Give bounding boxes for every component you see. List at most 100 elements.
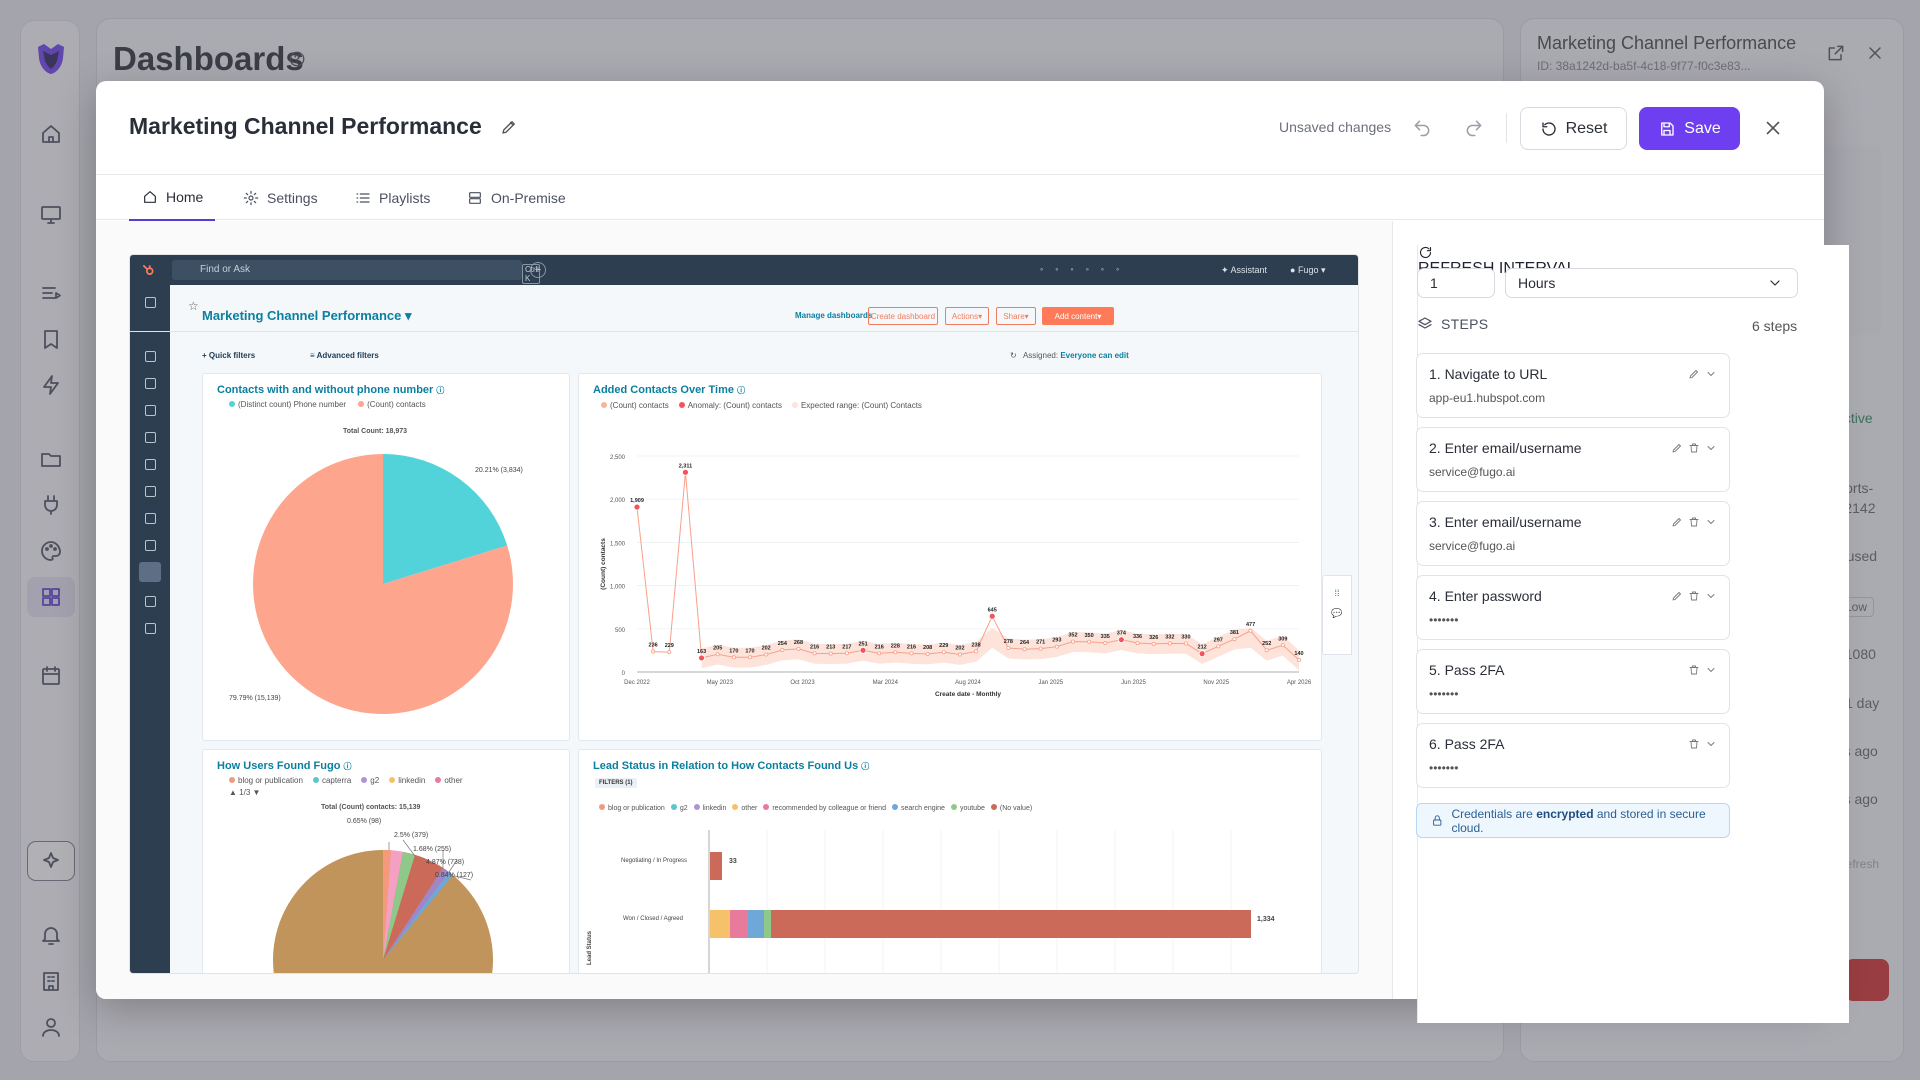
close-icon[interactable]: [1865, 43, 1885, 63]
chevron-down-icon[interactable]: [1705, 664, 1717, 676]
side-widget[interactable]: ⁞⁞ 💬: [1322, 575, 1352, 655]
filters-badge[interactable]: FILTERS (1): [595, 778, 637, 788]
refresh-interval-input[interactable]: 1: [1417, 268, 1495, 298]
hs-nav-icon[interactable]: [145, 596, 156, 607]
step-item[interactable]: 4. Enter password •••••••: [1416, 575, 1730, 640]
close-modal-icon[interactable]: [1762, 117, 1784, 139]
tab-settings[interactable]: Settings: [243, 175, 318, 221]
reset-button[interactable]: Reset: [1520, 107, 1627, 150]
chevron-down-icon[interactable]: [1705, 590, 1717, 602]
ai-button[interactable]: [27, 841, 75, 881]
advanced-filters-link[interactable]: ≡ Advanced filters: [310, 351, 379, 360]
trash-icon[interactable]: [1688, 590, 1700, 602]
tab-playlists[interactable]: Playlists: [355, 175, 430, 221]
bookmark-icon[interactable]: [39, 327, 63, 351]
chevron-down-icon[interactable]: [1705, 442, 1717, 454]
step-item[interactable]: 5. Pass 2FA •••••••: [1416, 649, 1730, 714]
hs-nav-icon[interactable]: [145, 297, 156, 308]
hubspot-top-icons: ◦◦◦◦◦◦: [1040, 264, 1132, 274]
hubspot-dashboard-title[interactable]: Marketing Channel Performance ▾: [202, 308, 412, 323]
building-icon[interactable]: [39, 969, 63, 993]
hs-nav-icon[interactable]: [145, 513, 156, 524]
step-label: 5. Pass 2FA: [1429, 662, 1505, 678]
trash-icon[interactable]: [1688, 738, 1700, 750]
hs-nav-icon[interactable]: [145, 459, 156, 470]
account-menu[interactable]: ● Fugo ▾: [1290, 265, 1326, 275]
trash-icon[interactable]: [1688, 664, 1700, 676]
data-label: 202: [762, 646, 771, 652]
list-icon: [356, 193, 370, 203]
hs-nav-active[interactable]: [139, 562, 161, 582]
pencil-icon[interactable]: [1671, 590, 1683, 602]
step-value: •••••••: [1429, 687, 1459, 701]
step-item[interactable]: 3. Enter email/username service@fugo.ai: [1416, 501, 1730, 566]
x-tick-label: Nov 2025: [1203, 680, 1229, 686]
calendar-icon[interactable]: [39, 664, 63, 688]
playlists-icon[interactable]: [39, 281, 63, 305]
plug-icon[interactable]: [39, 493, 63, 517]
x-tick-label: Jun 2025: [1121, 680, 1146, 686]
chevron-down-icon[interactable]: [1705, 368, 1717, 380]
undo-icon[interactable]: [1412, 118, 1432, 138]
dashboards-nav-active[interactable]: [27, 577, 75, 617]
refresh-unit-select[interactable]: Hours: [1505, 268, 1798, 298]
hs-nav-icon[interactable]: [145, 405, 156, 416]
trash-icon[interactable]: [1688, 516, 1700, 528]
hs-nav-icon[interactable]: [145, 540, 156, 551]
hs-nav-icon[interactable]: [145, 486, 156, 497]
redo-icon[interactable]: [1464, 118, 1484, 138]
layers-icon: [1418, 317, 1432, 329]
pie2-pager[interactable]: ▲ 1/3 ▼: [229, 788, 261, 797]
home-icon[interactable]: [39, 122, 63, 146]
star-icon[interactable]: ☆: [188, 299, 199, 313]
screens-icon[interactable]: [39, 202, 63, 226]
chevron-down-icon[interactable]: [1705, 516, 1717, 528]
step-item[interactable]: 6. Pass 2FA •••••••: [1416, 723, 1730, 788]
step-value: •••••••: [1429, 613, 1459, 627]
lightning-icon[interactable]: [39, 373, 63, 397]
pencil-icon[interactable]: [1688, 368, 1700, 380]
step-value: •••••••: [1429, 761, 1459, 775]
palette-icon[interactable]: [39, 539, 63, 563]
tab-home[interactable]: Home: [129, 175, 216, 221]
data-label: 268: [794, 640, 803, 646]
step-item[interactable]: 2. Enter email/username service@fugo.ai: [1416, 427, 1730, 492]
share-button[interactable]: Share ▾: [996, 307, 1036, 325]
hubspot-plus-button[interactable]: +: [530, 262, 546, 278]
hubspot-topbar: Find or Ask Ctrl K + ✦ Assistant ● Fugo ▾…: [130, 255, 1358, 285]
pencil-icon[interactable]: [1671, 442, 1683, 454]
hs-nav-icon[interactable]: [145, 351, 156, 362]
create-dashboard-button[interactable]: Create dashboard: [868, 307, 938, 325]
edit-title-icon[interactable]: [500, 118, 518, 136]
data-label: 216: [875, 644, 884, 650]
hs-nav-icon[interactable]: [145, 623, 156, 634]
folder-icon[interactable]: [39, 447, 63, 471]
trash-icon[interactable]: [1688, 442, 1700, 454]
assistant-link[interactable]: ✦ Assistant: [1221, 265, 1268, 275]
delete-button[interactable]: [1845, 959, 1889, 1001]
data-point: [764, 652, 769, 657]
data-point: [1070, 639, 1075, 644]
add-content-button[interactable]: Add content ▾: [1042, 307, 1114, 325]
actions-button[interactable]: Actions ▾: [945, 307, 989, 325]
dashboards-icon[interactable]: [39, 585, 63, 609]
pencil-icon[interactable]: [1671, 516, 1683, 528]
unsaved-changes-text: Unsaved changes: [1279, 119, 1392, 135]
manage-dashboards-link[interactable]: Manage dashboards: [795, 311, 873, 320]
external-link-icon[interactable]: [1826, 43, 1846, 63]
data-label: 170: [729, 648, 738, 654]
hubspot-search[interactable]: Find or Ask Ctrl K: [172, 260, 541, 284]
pie-label-b: 79.79% (15,139): [229, 695, 281, 702]
hs-nav-icon[interactable]: [145, 378, 156, 389]
hs-nav-icon[interactable]: [145, 432, 156, 443]
tab-on-premise[interactable]: On-Premise: [467, 175, 566, 221]
y-tick-label: 2,000: [610, 498, 626, 504]
help-icon[interactable]: [288, 50, 306, 68]
chevron-down-icon[interactable]: [1705, 738, 1717, 750]
save-button[interactable]: Save: [1639, 107, 1740, 150]
user-icon[interactable]: [39, 1015, 63, 1039]
sparkles-icon[interactable]: [39, 849, 63, 873]
bell-icon[interactable]: [39, 923, 63, 947]
step-item[interactable]: 1. Navigate to URL app-eu1.hubspot.com: [1416, 353, 1730, 418]
quick-filters-link[interactable]: + Quick filters: [202, 351, 256, 360]
